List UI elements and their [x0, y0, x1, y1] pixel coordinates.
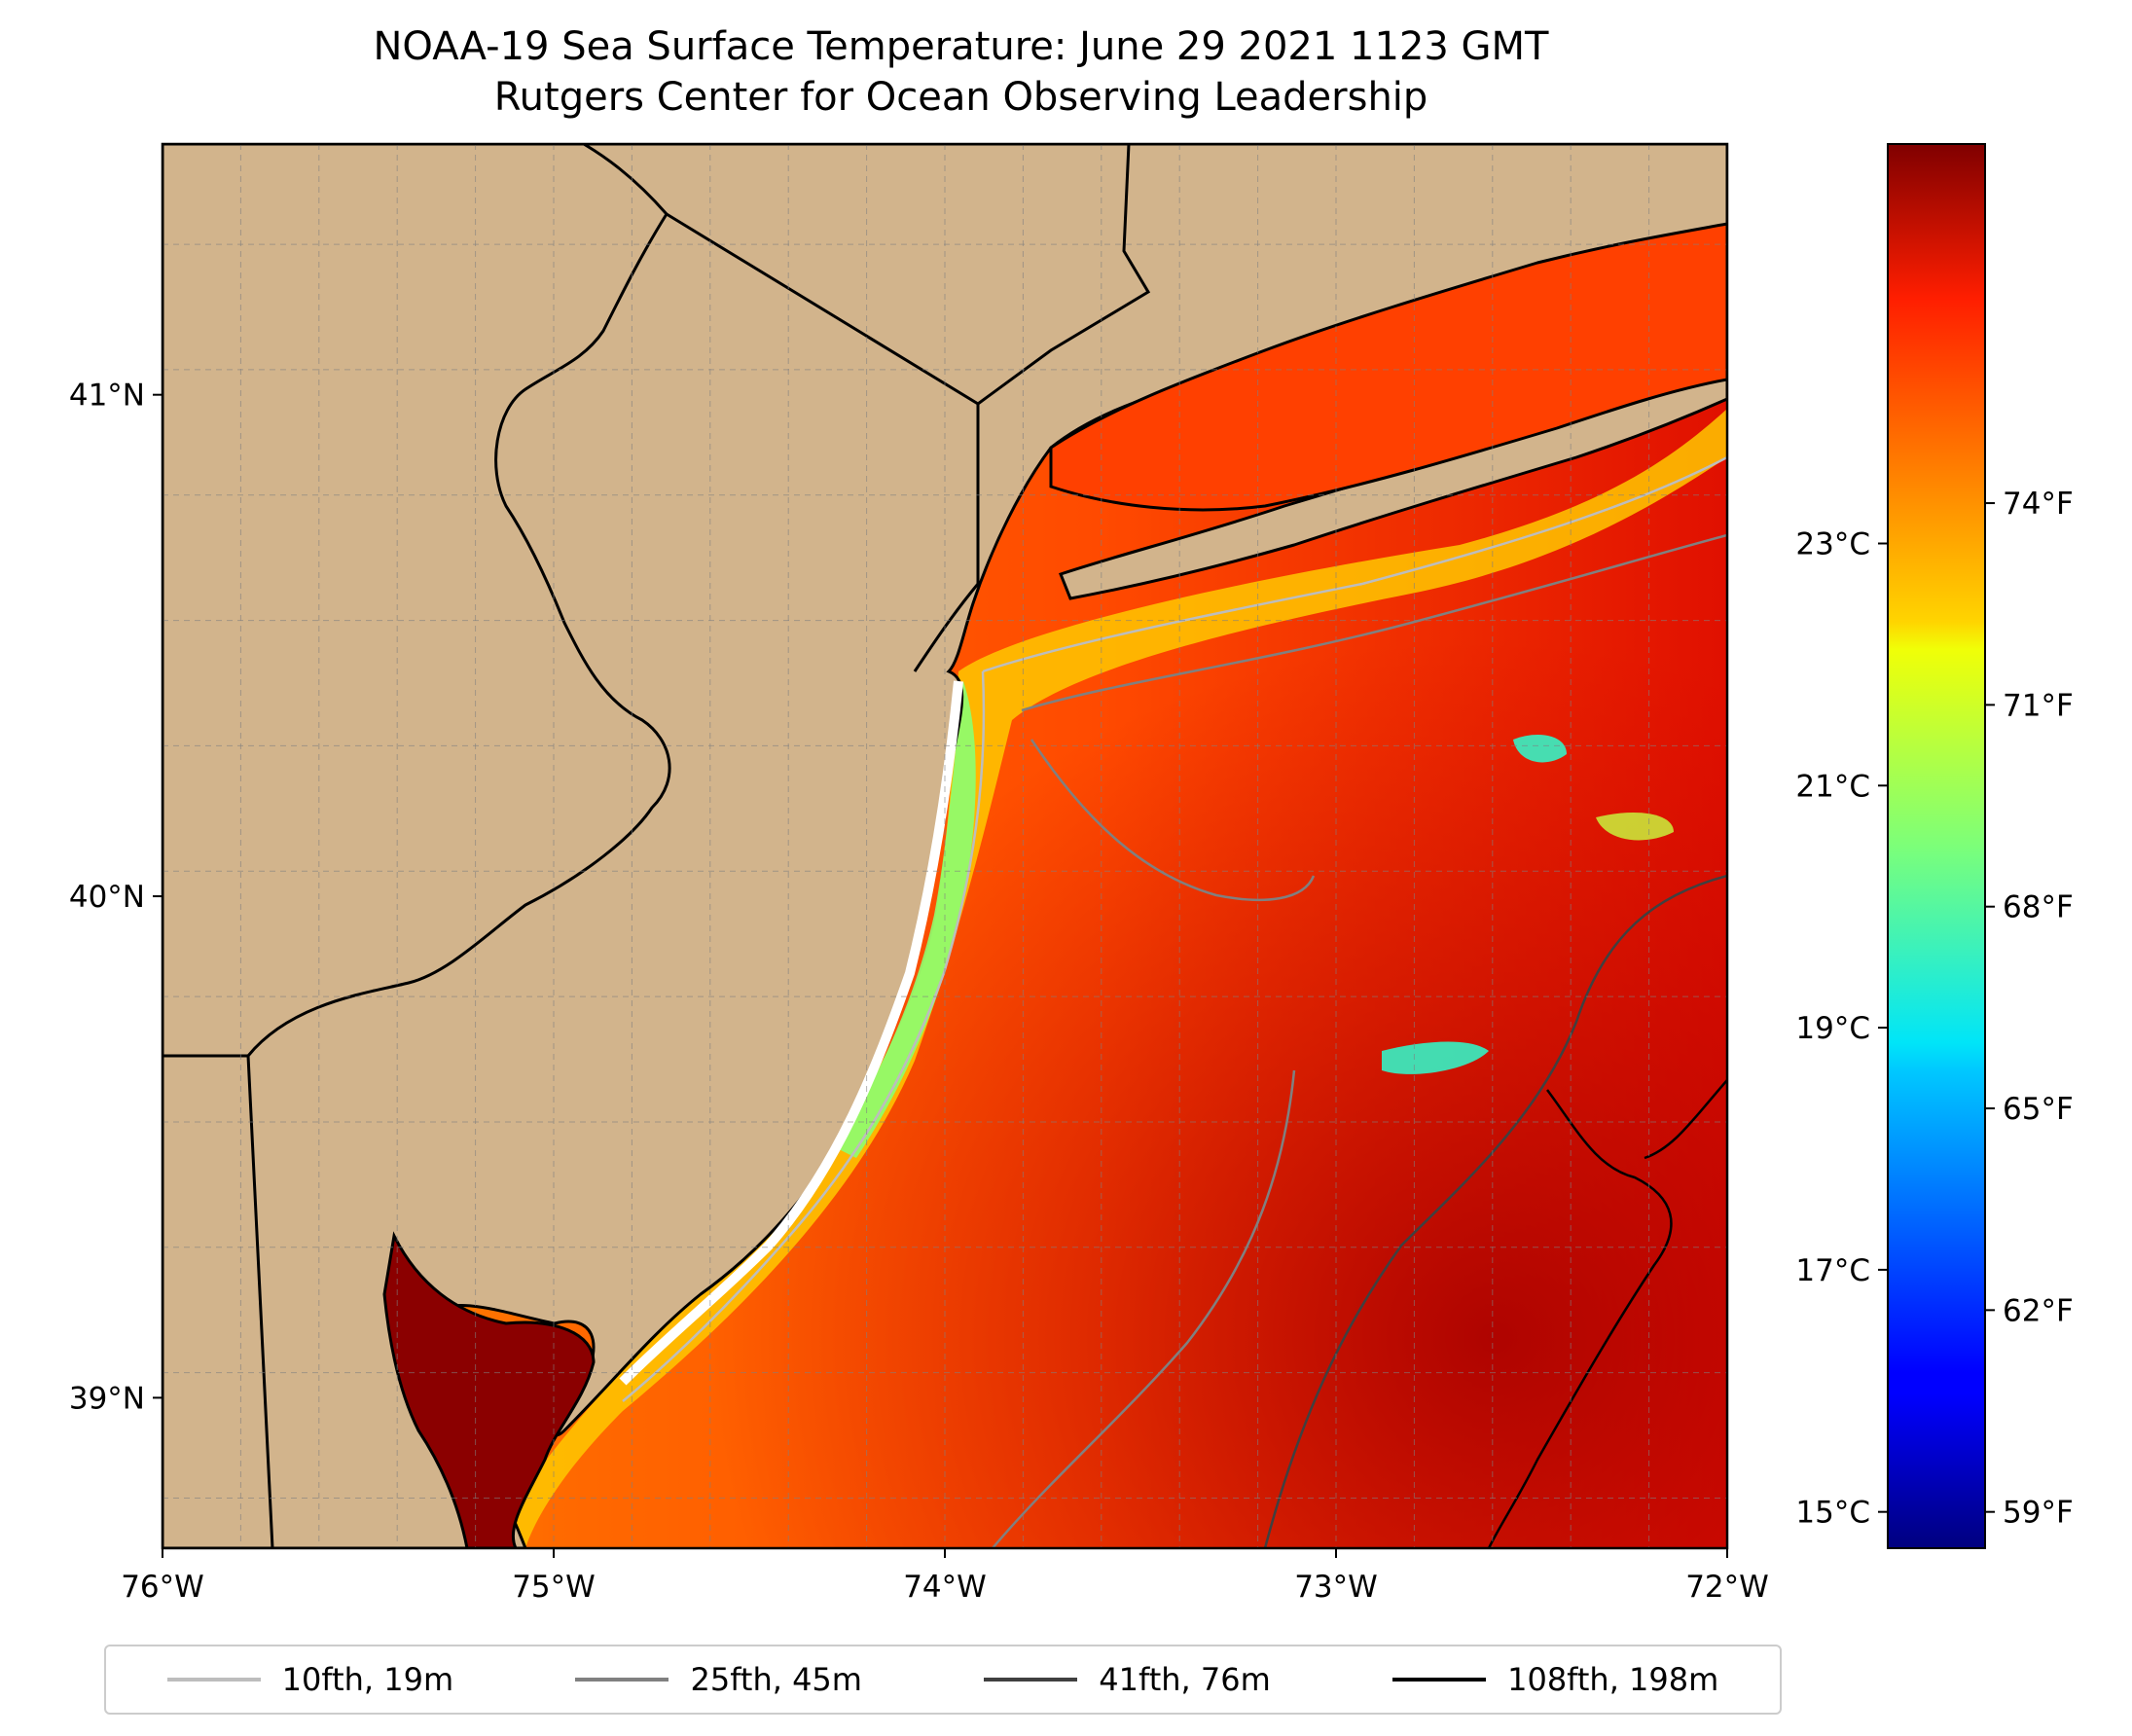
legend-label: 41fth, 76m: [1099, 1661, 1271, 1698]
lon-tick-label: 74°W: [903, 1570, 987, 1605]
legend-swatch: [575, 1678, 669, 1682]
lon-tick-label: 76°W: [121, 1570, 204, 1605]
legend-label: 108fth, 198m: [1507, 1661, 1719, 1698]
contour-10fth: [622, 455, 1727, 1402]
lat-tick-label: 41°N: [69, 379, 145, 414]
legend-entry-10fth: 10fth, 19m: [166, 1661, 454, 1698]
contour-legend: 10fth, 19m 25fth, 45m 41fth, 76m 108fth,…: [104, 1645, 1782, 1715]
lon-tick-label: 73°W: [1294, 1570, 1378, 1605]
legend-entry-41fth: 41fth, 76m: [984, 1661, 1271, 1698]
colorbar: [1887, 143, 1986, 1549]
colorbar-fahrenheit-ticks: 59°F 62°F 65°F 68°F 71°F 74°F: [1985, 487, 2074, 1531]
fahrenheit-tick-label: 71°F: [2003, 688, 2074, 723]
legend-label: 25fth, 45m: [690, 1661, 862, 1698]
celsius-tick-label: 17°C: [1795, 1253, 1870, 1288]
fahrenheit-tick-label: 62°F: [2003, 1293, 2074, 1328]
legend-swatch: [1392, 1678, 1487, 1682]
fahrenheit-tick-label: 74°F: [2003, 487, 2074, 522]
state-border: [246, 144, 671, 1057]
colorbar-celsius-ticks: 15°C 17°C 19°C 21°C 23°C: [1795, 527, 1888, 1531]
fahrenheit-tick-label: 59°F: [2003, 1496, 2074, 1531]
map-area: [163, 144, 1727, 1548]
title-line-2: Rutgers Center for Ocean Observing Leade…: [493, 75, 1428, 120]
sst-cool-patch: [1596, 813, 1674, 841]
legend-label: 10fth, 19m: [281, 1661, 454, 1698]
lat-tick-label: 40°N: [69, 880, 145, 915]
state-border: [666, 212, 980, 672]
chart-title: NOAA-19 Sea Surface Temperature: June 29…: [0, 21, 1922, 123]
celsius-tick-label: 21°C: [1795, 769, 1870, 804]
long-island-sound: [1049, 222, 1727, 512]
contour-41fth: [1263, 874, 1727, 1548]
title-line-1: NOAA-19 Sea Surface Temperature: June 29…: [373, 24, 1549, 69]
longitude-ticks: 76°W 75°W 74°W 73°W 72°W: [121, 1548, 1769, 1605]
legend-swatch: [166, 1678, 261, 1682]
delaware-bay: [382, 1231, 596, 1548]
sst-cool-patch: [1382, 1041, 1489, 1074]
latitude-ticks: 39°N 40°N 41°N: [69, 379, 163, 1416]
lon-tick-label: 72°W: [1685, 1570, 1769, 1605]
celsius-tick-label: 19°C: [1795, 1011, 1870, 1046]
state-border: [163, 1054, 274, 1548]
contour-25fth: [992, 533, 1727, 1548]
lat-tick-label: 39°N: [69, 1381, 145, 1416]
gridlines: [163, 144, 1727, 1548]
legend-entry-108fth: 108fth, 198m: [1392, 1661, 1718, 1698]
state-border: [977, 144, 1151, 406]
lon-tick-label: 75°W: [512, 1570, 596, 1605]
barrier-strip: [619, 680, 963, 1386]
celsius-tick-label: 15°C: [1795, 1496, 1870, 1531]
fahrenheit-tick-label: 68°F: [2003, 890, 2074, 925]
legend-entry-25fth: 25fth, 45m: [575, 1661, 862, 1698]
celsius-tick-label: 23°C: [1795, 527, 1870, 562]
legend-swatch: [984, 1678, 1078, 1682]
sst-cool-patch: [1513, 735, 1567, 763]
fahrenheit-tick-label: 65°F: [2003, 1092, 2074, 1127]
contour-108fth: [1487, 1079, 1727, 1548]
